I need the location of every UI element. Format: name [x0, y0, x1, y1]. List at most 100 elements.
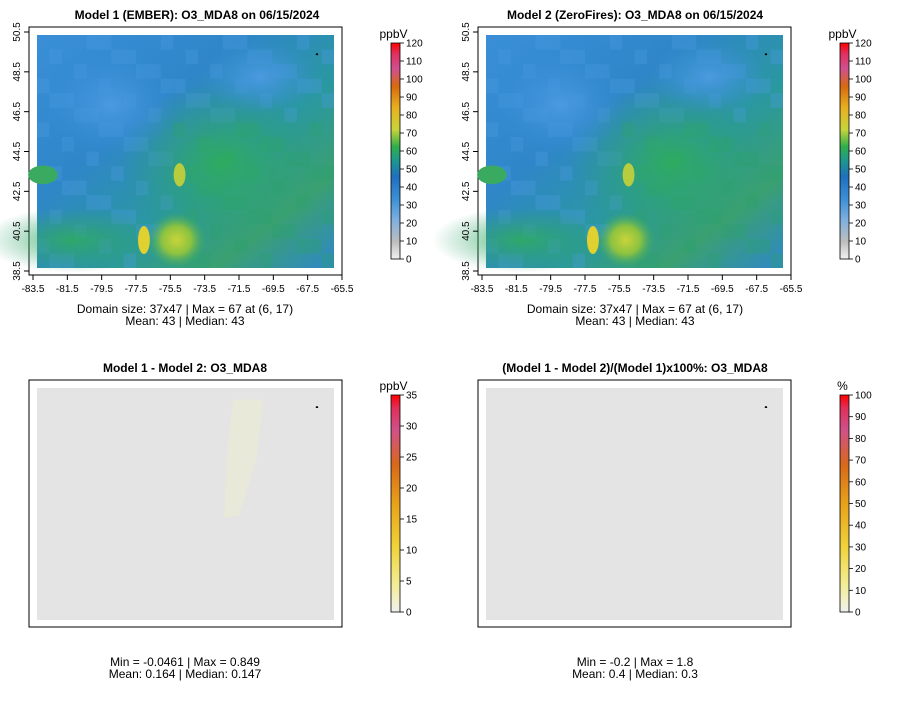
- field-cell: [160, 35, 174, 50]
- field-cell: [708, 253, 722, 268]
- field-cell: [547, 35, 561, 50]
- field-cell: [770, 166, 783, 181]
- lake-green: [477, 165, 507, 185]
- state-borders: [35, 444, 204, 627]
- stats-line-1: Domain size: 37x47 | Max = 67 at (6, 17): [527, 302, 743, 316]
- blue-region: [649, 39, 769, 115]
- lon-tick-label: -75.5: [608, 284, 631, 295]
- colorbar-tick-label: 0: [406, 608, 412, 619]
- colorbar-unit: ppbV: [379, 379, 407, 393]
- blue-region: [494, 53, 626, 157]
- lon-tick-label: -65.5: [780, 284, 803, 295]
- colorbar: % 0 10 20 30 40 50 60 70 80 90 100: [837, 379, 872, 619]
- field-cell: [37, 122, 50, 137]
- field-cell: [646, 253, 660, 268]
- hotspot-coast: [173, 163, 186, 187]
- field-cell: [197, 253, 211, 268]
- colorbar-tick-label: 20: [855, 564, 867, 575]
- colorbar-tick-label: 5: [406, 577, 412, 588]
- field-cell: [770, 253, 783, 268]
- field-cell: [321, 253, 334, 268]
- lat-tick-label: 44.5: [461, 141, 472, 161]
- lon-tick-label: -77.5: [125, 284, 148, 295]
- colorbar-tick-label: 10: [855, 586, 867, 597]
- colorbar-tick-label: 100: [855, 75, 872, 86]
- coastline: [29, 380, 279, 627]
- lon-tick-label: -81.5: [505, 284, 528, 295]
- colorbar-tick-label: 0: [855, 608, 861, 619]
- lake-green: [28, 165, 58, 185]
- field-cell: [86, 35, 99, 50]
- colorbar-tick-label: 10: [406, 546, 418, 557]
- state-borders: [484, 91, 653, 275]
- field-cell: [321, 93, 334, 108]
- lon-tick-label: -71.5: [228, 284, 251, 295]
- lat-tick-label: 38.5: [461, 261, 472, 281]
- lon-tick-label: -65.5: [331, 284, 354, 295]
- field-cell: [535, 35, 548, 50]
- field-cell: [86, 195, 99, 210]
- panel-title: Model 2 (ZeroFires): O3_MDA8 on 06/15/20…: [507, 8, 763, 22]
- field-cell: [49, 49, 62, 65]
- colorbar-tick-label: 25: [406, 453, 418, 464]
- island-mark: [764, 406, 768, 409]
- panel-p3: Model 1 - Model 2: O3_MDA8 Min = -0.0461 …: [28, 361, 418, 681]
- colorbar-tick-label: 40: [406, 183, 418, 194]
- green-region-south: [432, 207, 611, 273]
- colorbar-tick-label: 80: [855, 111, 867, 122]
- colorbar-tick-label: 30: [855, 201, 867, 212]
- colorbar-bar: [839, 42, 850, 260]
- panel-p1: Model 1 (EMBER): O3_MDA8 on 06/15/2024 -8…: [0, 8, 423, 328]
- lon-tick-label: -67.5: [296, 284, 319, 295]
- field-cell: [321, 49, 334, 65]
- diff-field: [37, 388, 334, 620]
- map-field: [432, 35, 783, 273]
- stats-line-1: Min = -0.2 | Max = 1.8: [577, 655, 694, 669]
- lon-tick-label: -73.5: [642, 284, 665, 295]
- diff-plume: [224, 399, 263, 518]
- state-borders: [35, 91, 204, 275]
- colorbar-tick-label: 60: [855, 477, 867, 488]
- hotspot-coast: [586, 226, 599, 255]
- field-cell: [745, 35, 759, 50]
- panels-root: Model 1 (EMBER): O3_MDA8 on 06/15/2024 -8…: [0, 8, 872, 681]
- colorbar-tick-label: 60: [406, 147, 418, 158]
- colorbar-unit: ppbV: [379, 27, 407, 41]
- lat-tick-label: 48.5: [461, 62, 472, 82]
- colorbar-tick-label: 10: [855, 237, 867, 248]
- field-cell: [321, 209, 334, 225]
- map-outlines: [478, 380, 768, 627]
- colorbar-tick-label: 70: [406, 129, 418, 140]
- lat-tick-label: 46.5: [461, 101, 472, 121]
- colorbar-tick-label: 80: [855, 434, 867, 445]
- stats-line-2: Mean: 0.4 | Median: 0.3: [572, 667, 698, 681]
- colorbar-tick-label: 90: [855, 412, 867, 423]
- lat-tick-label: 40.5: [12, 221, 23, 241]
- colorbar-tick-label: 30: [406, 201, 418, 212]
- hotspot-coast: [622, 163, 635, 187]
- colorbar-tick-label: 20: [406, 219, 418, 230]
- field-cell: [770, 209, 783, 225]
- colorbar-tick-label: 100: [406, 75, 423, 86]
- state-borders: [484, 444, 653, 627]
- panel-title: (Model 1 - Model 2)/(Model 1)x100%: O3_M…: [502, 361, 768, 375]
- lon-tick-label: -71.5: [677, 284, 700, 295]
- field-cell: [296, 238, 310, 254]
- hotspot: [595, 212, 656, 268]
- map-field: [486, 388, 783, 620]
- field-cell: [634, 49, 647, 65]
- field-cell: [770, 49, 783, 65]
- field-cell: [510, 180, 524, 196]
- island-mark: [315, 406, 319, 409]
- coastline: [478, 380, 728, 627]
- colorbar-tick-label: 20: [855, 219, 867, 230]
- field-cell: [309, 238, 322, 254]
- lon-tick-label: -79.5: [539, 284, 562, 295]
- colorbar: ppbV 0 10 20 30 40 50 60 70 80 90 100 110 120: [828, 27, 872, 266]
- field-cell: [37, 78, 50, 94]
- hotspot-coast: [137, 226, 150, 255]
- field-cell: [296, 35, 310, 50]
- colorbar-tick-label: 50: [406, 165, 418, 176]
- colorbar-tick-label: 30: [406, 422, 418, 433]
- field-cell: [74, 180, 87, 196]
